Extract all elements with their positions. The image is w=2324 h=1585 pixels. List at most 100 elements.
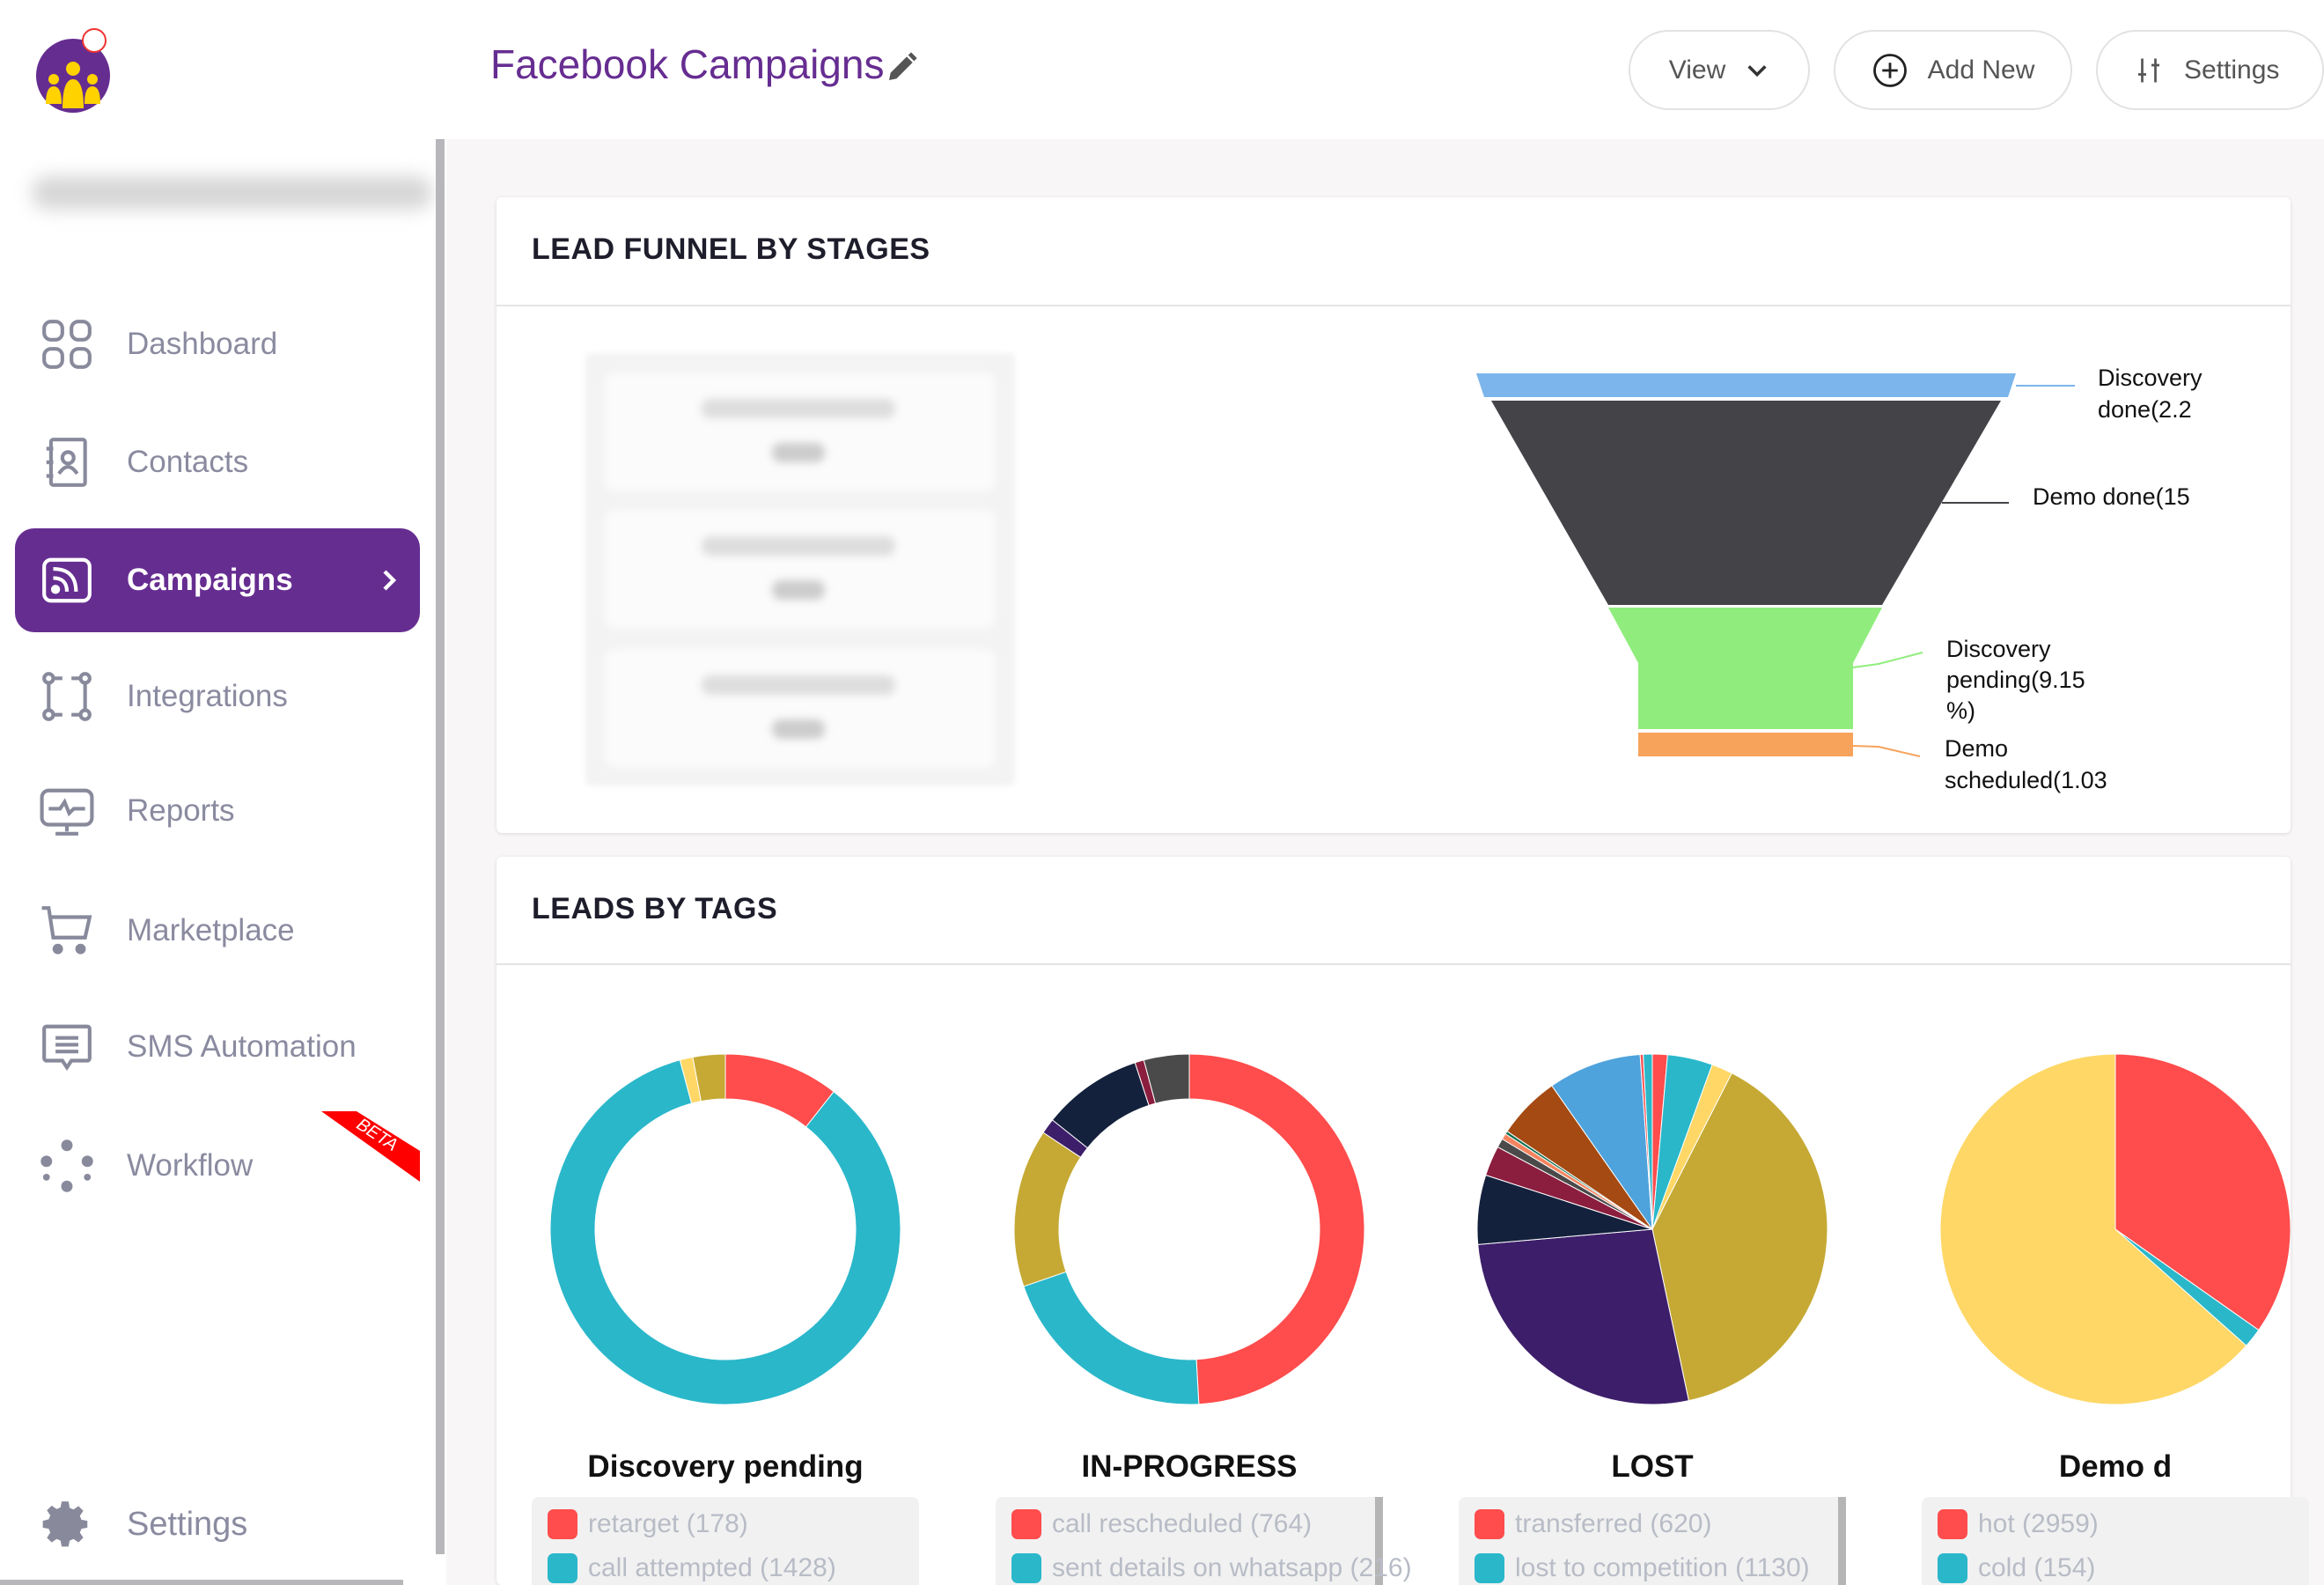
settings-button[interactable]: Settings bbox=[2096, 30, 2324, 110]
pie-slice[interactable] bbox=[1143, 1053, 1190, 1104]
sidebar-item-label: Reports bbox=[127, 793, 235, 828]
sidebar-horizontal-scrollbar[interactable] bbox=[0, 1580, 403, 1585]
card-title: LEAD FUNNEL BY STAGES bbox=[532, 232, 930, 266]
pie-legend[interactable]: transferred (620) lost to competition (11… bbox=[1459, 1497, 1846, 1585]
tag-pie-charts bbox=[549, 1053, 2291, 1405]
pie-slice[interactable] bbox=[1939, 1053, 2247, 1405]
sidebar-item-label: Dashboard bbox=[127, 327, 278, 361]
message-icon bbox=[42, 1024, 92, 1071]
pie-slice[interactable] bbox=[1643, 1053, 1653, 1230]
sidebar-item-campaigns[interactable]: Campaigns bbox=[15, 528, 420, 632]
lead-funnel-card: LEAD FUNNEL BY STAGES Discovery done(2.2 … bbox=[496, 197, 2291, 833]
legend-swatch bbox=[1011, 1553, 1041, 1583]
app-logo[interactable] bbox=[33, 25, 114, 116]
pie-slice[interactable] bbox=[1477, 1228, 1689, 1405]
funnel-label-discovery-done: Discovery done(2.2 bbox=[2098, 365, 2203, 423]
user-email-blurred bbox=[32, 176, 432, 210]
legend-item[interactable]: call rescheduled (764) bbox=[1011, 1509, 1312, 1539]
pie-legend[interactable]: call rescheduled (764) sent details on wh… bbox=[996, 1497, 1412, 1585]
leads-by-tags-card: LEADS BY TAGS Discovery pending retarget … bbox=[496, 857, 2309, 1585]
sidebar-scrollbar[interactable] bbox=[436, 139, 445, 1554]
pie-legend[interactable]: hot (2959) cold (154) bbox=[1922, 1497, 2309, 1585]
integrations-icon bbox=[42, 672, 92, 721]
rss-icon bbox=[42, 557, 92, 603]
pie-title: Demo d bbox=[2058, 1449, 2173, 1484]
sidebar-item-label: Integrations bbox=[127, 679, 288, 713]
sidebar-item-marketplace[interactable]: Marketplace bbox=[15, 879, 420, 983]
chevron-right-icon bbox=[383, 570, 397, 591]
sliders-icon bbox=[2138, 58, 2159, 82]
funnel-stage-demo-done[interactable] bbox=[1491, 401, 2001, 605]
dashboard-icon bbox=[42, 320, 92, 369]
divider bbox=[496, 305, 2291, 306]
legend-label: hot (2959) bbox=[1978, 1509, 2099, 1538]
workflow-icon bbox=[40, 1139, 93, 1192]
funnel-connector bbox=[1852, 652, 1923, 668]
sidebar-item-label: Marketplace bbox=[127, 913, 295, 947]
sidebar-item-label: Contacts bbox=[127, 445, 249, 479]
legend-swatch bbox=[1938, 1509, 1967, 1539]
sidebar-item-label: Settings bbox=[127, 1505, 248, 1543]
funnel-label-discovery-pending: Discovery pending(9.15%) bbox=[1946, 636, 2085, 724]
sidebar-item-label: Campaigns bbox=[127, 563, 293, 597]
funnel-connector bbox=[1852, 745, 1921, 757]
sidebar-item-dashboard[interactable]: Dashboard bbox=[15, 292, 420, 396]
pie-slice[interactable] bbox=[1188, 1053, 1365, 1405]
pie-title: LOST bbox=[1611, 1449, 1694, 1484]
funnel-stage-demo-scheduled[interactable] bbox=[1638, 733, 1853, 756]
chevron-down-icon bbox=[1747, 64, 1767, 77]
sidebar-item-workflow[interactable]: Workflow bbox=[15, 1114, 420, 1218]
view-label: View bbox=[1668, 55, 1726, 85]
monitor-pulse-icon bbox=[40, 788, 94, 836]
legend-swatch bbox=[548, 1553, 577, 1583]
funnel-label-demo-scheduled: Demo scheduled(1.03 bbox=[1945, 735, 2107, 793]
settings-label: Settings bbox=[2184, 55, 2280, 85]
legend-swatch bbox=[548, 1509, 577, 1539]
beta-badge: BETA bbox=[321, 1111, 420, 1182]
pie-slice[interactable] bbox=[549, 1059, 901, 1405]
funnel-stage-discovery-done[interactable] bbox=[1476, 373, 2016, 397]
page-title: Facebook Campaigns bbox=[490, 41, 885, 87]
legend-label: transferred (620) bbox=[1515, 1509, 1712, 1538]
legend-swatch bbox=[1011, 1509, 1041, 1539]
funnel-stage-discovery-pending[interactable] bbox=[1608, 608, 1882, 729]
sidebar-item-label: Workflow bbox=[127, 1148, 254, 1183]
legend-scrollbar[interactable] bbox=[1838, 1497, 1846, 1585]
edit-title-icon[interactable] bbox=[885, 49, 920, 85]
pie-slice[interactable] bbox=[1013, 1132, 1082, 1287]
add-new-label: Add New bbox=[1927, 55, 2035, 85]
pie-slice[interactable] bbox=[1551, 1053, 1653, 1231]
legend-item[interactable]: transferred (620) bbox=[1475, 1509, 1711, 1539]
plus-circle-icon bbox=[1872, 53, 1907, 87]
legend-label: retarget (178) bbox=[588, 1509, 748, 1538]
gear-icon bbox=[42, 1501, 88, 1547]
pie-slice[interactable] bbox=[1023, 1271, 1200, 1405]
pie-slice[interactable] bbox=[2114, 1053, 2291, 1331]
pie-slice[interactable] bbox=[1651, 1073, 1828, 1402]
legend-scrollbar[interactable] bbox=[1375, 1497, 1383, 1585]
card-title: LEADS BY TAGS bbox=[532, 892, 778, 925]
pie-title: IN-PROGRESS bbox=[1081, 1449, 1298, 1484]
legend-label: cold (154) bbox=[1978, 1553, 2096, 1582]
sidebar-item-integrations[interactable]: Integrations bbox=[15, 645, 420, 748]
legend-item[interactable]: lost to competition (1130) bbox=[1475, 1553, 1810, 1583]
sidebar-item-settings[interactable]: Settings bbox=[15, 1472, 420, 1576]
sidebar-item-sms-automation[interactable]: SMS Automation bbox=[15, 995, 420, 1099]
add-new-button[interactable]: Add New bbox=[1834, 30, 2072, 110]
legend-item[interactable]: sent details on whatsapp (216) bbox=[1011, 1553, 1412, 1583]
pie-legend[interactable]: retarget (178) call attempted (1428) bbox=[532, 1497, 919, 1585]
legend-label: sent details on whatsapp (216) bbox=[1052, 1553, 1412, 1582]
pie-slice[interactable] bbox=[692, 1053, 726, 1102]
legend-label: lost to competition (1130) bbox=[1515, 1553, 1810, 1582]
view-dropdown-button[interactable]: View bbox=[1629, 30, 1810, 110]
sidebar-item-contacts[interactable]: Contacts bbox=[15, 410, 420, 514]
funnel-chart bbox=[1476, 373, 2075, 757]
cart-icon bbox=[41, 906, 92, 955]
legend-item[interactable]: cold (154) bbox=[1938, 1553, 2095, 1583]
legend-swatch bbox=[1938, 1553, 1967, 1583]
pie-title: Discovery pending bbox=[587, 1449, 864, 1484]
legend-item[interactable]: retarget (178) bbox=[548, 1509, 748, 1539]
legend-item[interactable]: call attempted (1428) bbox=[548, 1553, 836, 1583]
sidebar-item-reports[interactable]: Reports bbox=[15, 759, 420, 863]
legend-item[interactable]: hot (2959) bbox=[1938, 1509, 2099, 1539]
